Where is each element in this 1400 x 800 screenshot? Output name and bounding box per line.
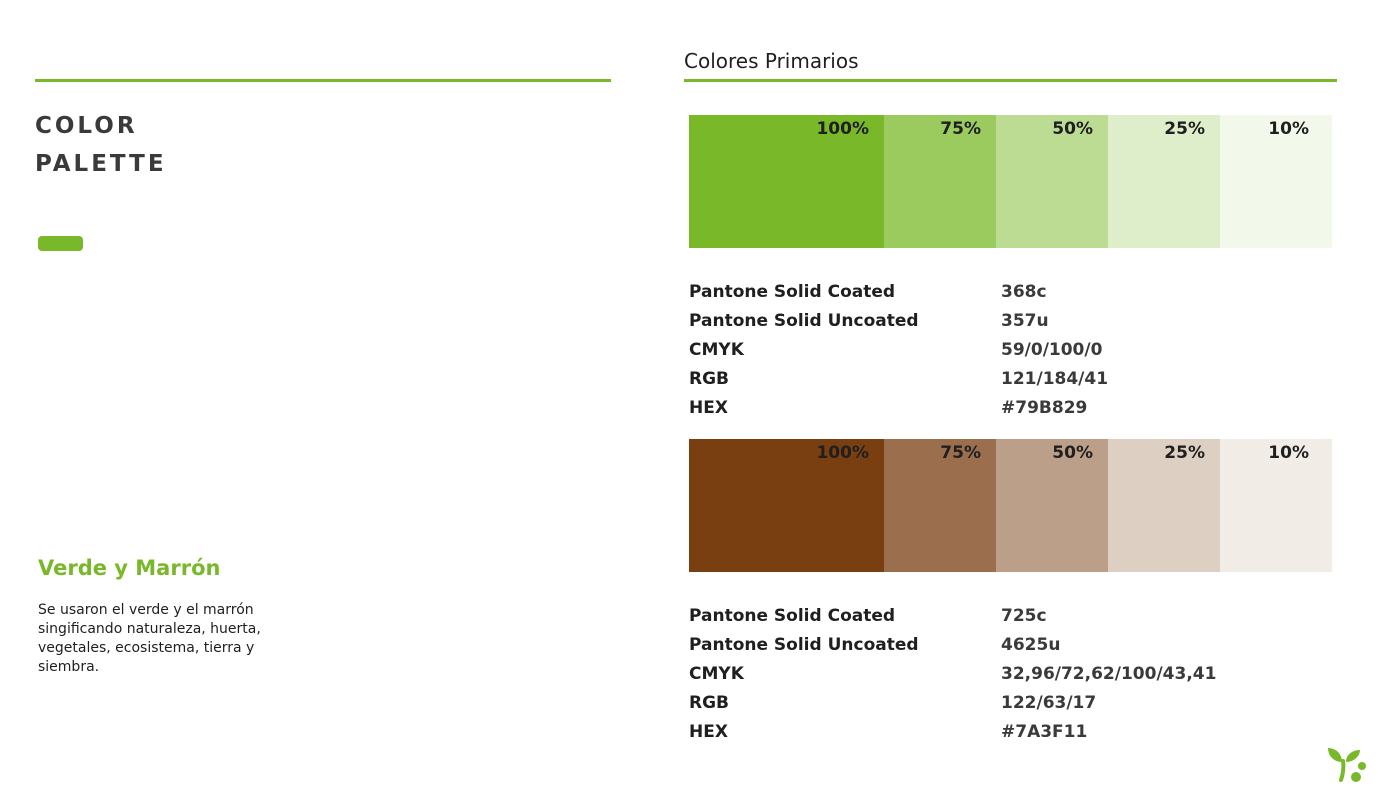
green-spec-table: Pantone Solid Coated 368c Pantone Solid … [689, 277, 1329, 422]
green-swatch-100: 100% [689, 115, 884, 248]
spec-label: CMYK [689, 663, 744, 684]
spec-value: 368c [1001, 281, 1047, 302]
swatch-percent-label: 25% [1164, 119, 1205, 139]
brown-swatch-row: 100% 75% 50% 25% 10% [689, 439, 1332, 572]
swatch-percent-label: 10% [1268, 119, 1309, 139]
spec-label: Pantone Solid Coated [689, 281, 896, 302]
spec-row-pantone-uncoated: Pantone Solid Uncoated 357u [689, 306, 1329, 335]
sprout-dot-lower [1351, 772, 1361, 782]
spec-row-pantone-coated: Pantone Solid Coated 368c [689, 277, 1329, 306]
swatch-percent-label: 50% [1052, 119, 1093, 139]
sprout-dot-upper [1358, 762, 1366, 770]
spec-row-hex: HEX #79B829 [689, 393, 1329, 422]
sprout-stem [1339, 759, 1346, 782]
page-title: COLOR PALETTE [35, 107, 167, 183]
swatch-percent-label: 75% [940, 443, 981, 463]
spec-label: CMYK [689, 339, 744, 360]
green-swatch-50: 50% [996, 115, 1108, 248]
spec-value: 122/63/17 [1001, 692, 1097, 713]
spec-row-hex: HEX #7A3F11 [689, 717, 1329, 746]
swatch-percent-label: 50% [1052, 443, 1093, 463]
brown-swatch-50: 50% [996, 439, 1108, 572]
brown-swatch-10: 10% [1220, 439, 1332, 572]
spec-value: 725c [1001, 605, 1047, 626]
spec-label: Pantone Solid Uncoated [689, 634, 919, 655]
page-title-line-2: PALETTE [35, 151, 167, 177]
spec-label: RGB [689, 692, 730, 713]
green-swatch-10: 10% [1220, 115, 1332, 248]
spec-row-pantone-uncoated: Pantone Solid Uncoated 4625u [689, 630, 1329, 659]
spec-value: #79B829 [1001, 397, 1088, 418]
brown-spec-table: Pantone Solid Coated 725c Pantone Solid … [689, 601, 1329, 746]
green-swatch-75: 75% [884, 115, 996, 248]
sprout-logo-icon [1328, 748, 1366, 782]
sprout-leaf-right [1346, 750, 1360, 762]
spec-label: HEX [689, 721, 728, 742]
palette-description: Se usaron el verde y el marrón singifica… [38, 602, 261, 675]
spec-label: Pantone Solid Coated [689, 605, 896, 626]
spec-label: Pantone Solid Uncoated [689, 310, 919, 331]
green-swatch-row: 100% 75% 50% 25% 10% [689, 115, 1332, 248]
swatch-percent-label: 100% [816, 119, 869, 139]
page-title-line-1: COLOR [35, 113, 138, 139]
spec-row-rgb: RGB 121/184/41 [689, 364, 1329, 393]
spec-row-cmyk: CMYK 59/0/100/0 [689, 335, 1329, 364]
swatch-percent-label: 75% [940, 119, 981, 139]
green-swatch-25: 25% [1108, 115, 1220, 248]
spec-value: 357u [1001, 310, 1049, 331]
spec-row-rgb: RGB 122/63/17 [689, 688, 1329, 717]
spec-label: RGB [689, 368, 730, 389]
spec-value: 59/0/100/0 [1001, 339, 1103, 360]
section-title: Colores Primarios [684, 49, 859, 73]
left-divider [35, 79, 611, 82]
brown-swatch-100: 100% [689, 439, 884, 572]
swatch-percent-label: 25% [1164, 443, 1205, 463]
brown-swatch-25: 25% [1108, 439, 1220, 572]
brown-swatch-75: 75% [884, 439, 996, 572]
swatch-percent-label: 100% [816, 443, 869, 463]
swatch-percent-label: 10% [1268, 443, 1309, 463]
spec-value: 121/184/41 [1001, 368, 1109, 389]
spec-label: HEX [689, 397, 728, 418]
sprout-leaf-left [1328, 748, 1342, 762]
right-divider [684, 79, 1337, 82]
spec-row-cmyk: CMYK 32,96/72,62/100/43,41 [689, 659, 1329, 688]
palette-subheading: Verde y Marrón [38, 556, 221, 580]
accent-pill [38, 236, 83, 251]
spec-row-pantone-coated: Pantone Solid Coated 725c [689, 601, 1329, 630]
spec-value: 32,96/72,62/100/43,41 [1001, 663, 1217, 684]
spec-value: 4625u [1001, 634, 1061, 655]
spec-value: #7A3F11 [1001, 721, 1088, 742]
